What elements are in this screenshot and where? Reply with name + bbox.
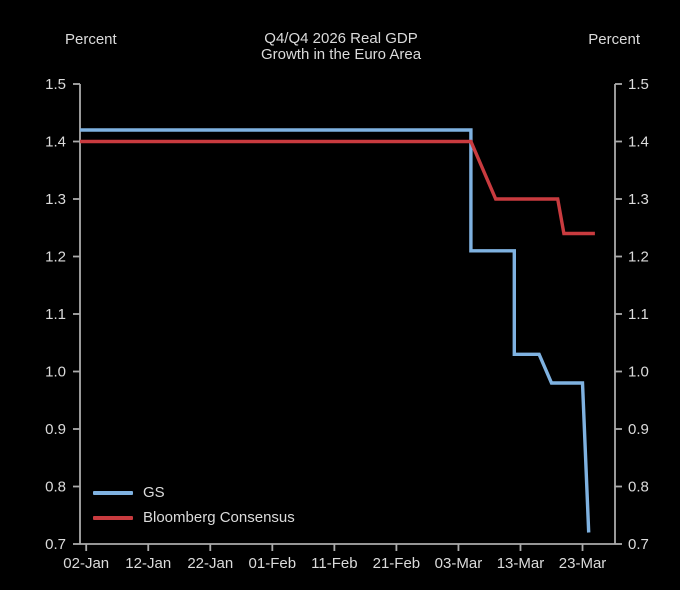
y-tick-label-left: 0.9 [45, 421, 66, 438]
y-tick-label-right: 0.7 [628, 536, 649, 553]
legend-swatch-bloomberg-consensus [93, 515, 133, 520]
y-tick-label-left: 1.3 [45, 191, 66, 208]
y-tick-label-left: 1.5 [45, 76, 66, 93]
y-tick-label-left: 1.0 [45, 364, 66, 381]
x-tick-label: 23-Mar [559, 555, 607, 572]
y-tick-label-right: 1.1 [628, 306, 649, 323]
y-tick-label-left: 0.8 [45, 479, 66, 496]
series-line-gs [80, 128, 591, 533]
legend-swatch-gs [93, 490, 133, 495]
series-line-bloomberg-consensus [80, 139, 595, 236]
y-tick-label-right: 1.5 [628, 76, 649, 93]
legend-label-gs: GS [143, 484, 165, 501]
chart-title-line1: Q4/Q4 2026 Real GDP [264, 30, 418, 47]
legend-label-bloomberg-consensus: Bloomberg Consensus [143, 509, 295, 526]
y-axis-unit-right: Percent [588, 31, 640, 48]
chart-title-line2: Growth in the Euro Area [260, 45, 422, 63]
chart-title: Q4/Q4 2026 Real GDP Growth in the Euro A… [0, 31, 680, 62]
y-tick-label-right: 1.0 [628, 364, 649, 381]
y-axis-unit-left: Percent [65, 31, 117, 48]
y-tick-label-right: 1.3 [628, 191, 649, 208]
y-tick-label-left: 1.4 [45, 134, 66, 151]
x-tick-label: 11-Feb [311, 555, 357, 572]
x-tick-label: 02-Jan [63, 555, 109, 572]
y-tick-label-left: 0.7 [45, 536, 66, 553]
x-tick-label: 03-Mar [435, 555, 483, 572]
legend-item-gs: GS [93, 483, 295, 502]
x-tick-label: 01-Feb [249, 555, 297, 572]
x-tick-label: 12-Jan [125, 555, 171, 572]
legend: GS Bloomberg Consensus [93, 483, 295, 527]
y-tick-label-left: 1.1 [45, 306, 66, 323]
x-tick-label: 22-Jan [187, 555, 233, 572]
y-tick-label-left: 1.2 [45, 249, 66, 266]
y-tick-label-right: 1.2 [628, 249, 649, 266]
y-tick-label-right: 1.4 [628, 134, 649, 151]
y-tick-label-right: 0.8 [628, 479, 649, 496]
legend-item-bloomberg-consensus: Bloomberg Consensus [93, 508, 295, 527]
y-tick-label-right: 0.9 [628, 421, 649, 438]
x-tick-label: 21-Feb [373, 555, 421, 572]
x-tick-label: 13-Mar [497, 555, 545, 572]
